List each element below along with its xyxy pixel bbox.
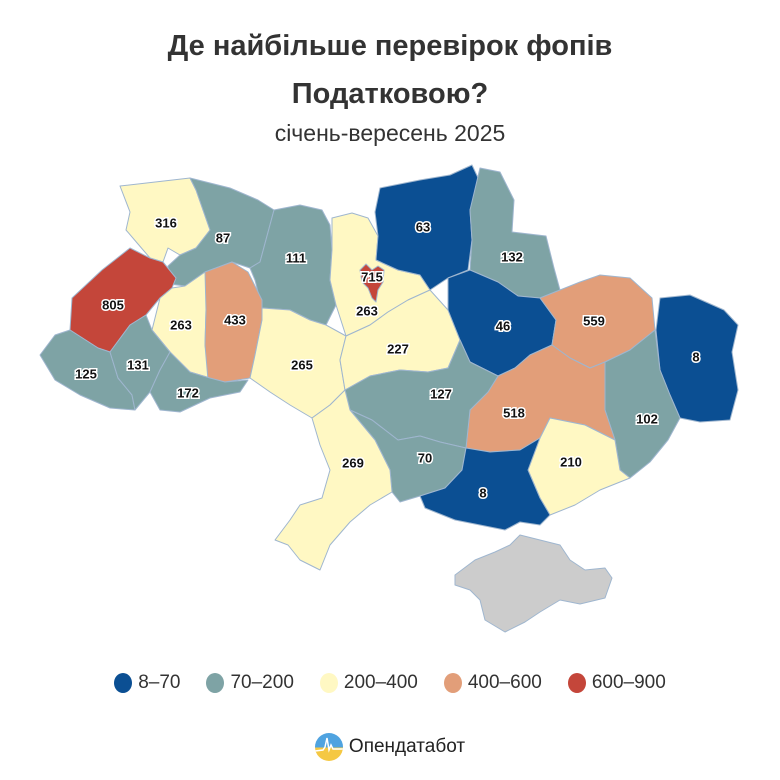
label-kirovohrad: 127 <box>430 386 452 401</box>
label-lviv: 805 <box>102 297 124 312</box>
legend-label: 400–600 <box>467 672 542 693</box>
region-value-labels: 316 87 111 263 715 63 132 805 263 433 26… <box>74 214 701 502</box>
label-dnipro: 518 <box>503 405 525 420</box>
legend-item-600-900[interactable]: 600–900 <box>567 672 666 694</box>
label-kyiv-oblast: 263 <box>356 303 378 318</box>
label-volyn: 316 <box>155 215 177 230</box>
region-kherson[interactable] <box>419 437 551 531</box>
label-donetsk: 102 <box>636 411 658 426</box>
opendatabot-logo-icon <box>314 733 343 761</box>
region-chernivtsi[interactable] <box>149 351 249 413</box>
label-luhansk: 8 <box>692 349 699 364</box>
legend-dot-icon <box>567 673 586 693</box>
label-zakarpattia: 125 <box>75 366 97 381</box>
label-cherkasy: 227 <box>387 341 409 356</box>
label-chernivtsi: 172 <box>177 385 199 400</box>
region-odesa[interactable] <box>274 389 393 571</box>
brand-footer: Опендатабот <box>0 733 780 761</box>
legend-label: 8–70 <box>138 672 181 693</box>
label-kherson: 8 <box>479 485 486 500</box>
label-khmelnytskyi: 433 <box>224 312 246 327</box>
legend-item-70-200[interactable]: 70–200 <box>206 672 294 694</box>
label-odesa: 269 <box>342 455 364 470</box>
region-kyiv-city[interactable] <box>359 263 385 303</box>
label-kharkiv: 559 <box>583 313 605 328</box>
label-zhytomyr: 111 <box>286 250 306 265</box>
label-sumy: 132 <box>501 249 523 264</box>
chart-subtitle: січень-вересень 2025 <box>274 120 506 146</box>
chart-title-line2: Податковою? <box>291 78 489 110</box>
label-kyiv-city: 715 <box>361 269 383 284</box>
legend-item-200-400[interactable]: 200–400 <box>319 672 418 694</box>
region-crimea <box>454 534 613 633</box>
legend-label: 70–200 <box>230 672 294 693</box>
legend-dot-icon <box>114 673 133 693</box>
legend-dot-icon <box>319 673 338 693</box>
legend-item-8-70[interactable]: 8–70 <box>114 672 180 694</box>
legend-dot-icon <box>206 673 225 693</box>
legend: 8–70 70–200 200–400 400–600 600–900 <box>0 672 780 694</box>
label-vinnytsia: 265 <box>291 357 313 372</box>
legend-label: 600–900 <box>591 672 666 693</box>
chart-title-line1: Де найбільше перевірок фопів <box>167 30 613 62</box>
label-zaporizhzhia: 210 <box>560 454 582 469</box>
legend-dot-icon <box>443 673 462 693</box>
label-rivne: 87 <box>216 230 230 245</box>
label-chernihiv: 63 <box>416 219 430 234</box>
legend-label: 200–400 <box>343 672 418 693</box>
brand-name: Опендатабот <box>348 736 466 757</box>
label-ivano-frankivsk: 131 <box>127 357 149 372</box>
legend-item-400-600[interactable]: 400–600 <box>443 672 542 694</box>
label-poltava: 46 <box>496 318 510 333</box>
label-mykolaiv: 70 <box>418 450 432 465</box>
label-ternopil: 263 <box>170 317 192 332</box>
